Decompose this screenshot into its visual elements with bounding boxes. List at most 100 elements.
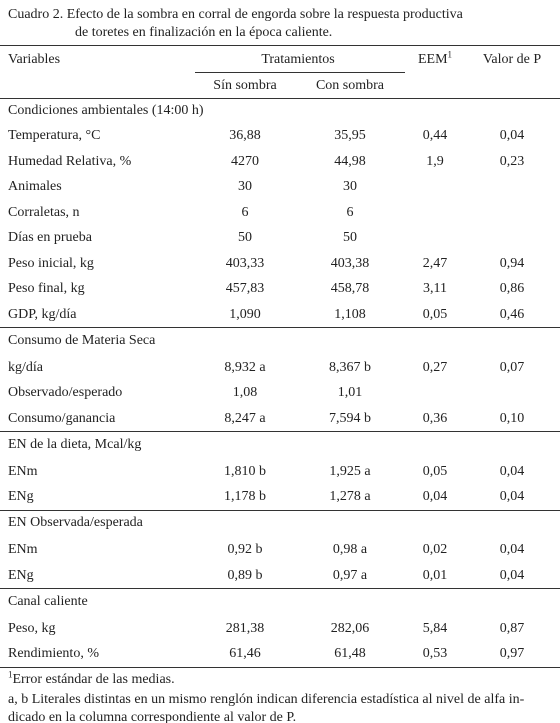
cell: 0,27 (422, 359, 448, 375)
footnote-text: Error estándar de las medias. (12, 671, 175, 687)
cell: 0,05 (422, 463, 448, 479)
cell: 1,810 b (224, 463, 266, 479)
cell: 2,47 (422, 255, 448, 271)
footnote: 1Error estándar de las medias. (8, 668, 175, 689)
rule (0, 98, 560, 99)
cell: 0,97 a (332, 567, 368, 583)
cell: 403,33 (225, 255, 265, 271)
cell: 1,08 (232, 385, 258, 400)
rule (0, 588, 560, 589)
header-with-shade: Con sombra (315, 78, 385, 93)
row-label: Peso, kg (8, 620, 56, 636)
footnote-marker: 1 (8, 668, 13, 679)
cell: 0,04 (499, 567, 525, 583)
cell: 1,090 (229, 306, 261, 322)
cell: 8,932 a (224, 359, 266, 375)
cell: 3,11 (423, 281, 447, 296)
cell: 0,02 (422, 542, 448, 557)
row-label: Temperatura, °C (8, 128, 101, 143)
cell: 50 (238, 230, 252, 245)
row-label: GDP, kg/día (8, 306, 77, 322)
cell: 282,06 (330, 620, 370, 636)
cell: 0,44 (422, 128, 448, 143)
section-title: Condiciones ambientales (14:00 h) (8, 103, 204, 118)
cell: 0,94 (499, 255, 525, 271)
section-title: Consumo de Materia Seca (8, 332, 156, 348)
row-label: Animales (8, 179, 62, 194)
row-label: Consumo/ganancia (8, 410, 116, 426)
header-eem-text: EEM (417, 52, 448, 67)
cell: 0,23 (499, 153, 525, 169)
cell: 0,05 (422, 306, 448, 322)
row-label: kg/día (8, 359, 43, 375)
cell: 281,38 (225, 620, 265, 636)
cell: 1,108 (334, 306, 366, 322)
cell: 457,83 (225, 281, 265, 296)
cell: 0,36 (422, 410, 448, 426)
cell: 0,04 (499, 128, 525, 143)
section-title: Canal caliente (8, 593, 88, 609)
cell: 403,38 (330, 255, 370, 271)
header-variables: Variables (8, 52, 61, 67)
row-label: Peso inicial, kg (8, 255, 94, 271)
row-label: Observado/esperado (8, 385, 123, 400)
cell: 30 (238, 179, 252, 194)
cell: 0,97 (499, 646, 525, 661)
section-title: EN Observada/esperada (8, 515, 143, 530)
row-label: Humedad Relativa, % (8, 153, 132, 169)
row-label: Días en prueba (8, 230, 92, 245)
cell: 6 (346, 204, 354, 220)
row-label: Peso final, kg (8, 281, 85, 296)
cell: 4270 (231, 153, 259, 169)
row-label: ENm (8, 463, 38, 479)
cell: 0,04 (422, 489, 448, 504)
header-treatments: Tratamientos (261, 52, 335, 67)
cell: 0,89 b (227, 567, 263, 583)
rule (0, 509, 560, 511)
cell: 6 (241, 204, 249, 220)
footnote: dicado en la columna correspondiente al … (8, 709, 297, 723)
cell: 0,46 (499, 306, 525, 322)
cell: 1,278 a (329, 489, 371, 504)
cell: 1,925 a (329, 463, 371, 479)
cell: 0,04 (499, 489, 525, 504)
rule (0, 666, 560, 668)
cell: 50 (343, 230, 357, 245)
cell: 36,88 (229, 128, 261, 143)
row-label: Corraletas, n (8, 204, 80, 220)
cell: 0,01 (422, 567, 448, 583)
cell: 0,04 (499, 542, 525, 557)
footnote-ref: 1 (447, 49, 453, 60)
header-without-shade: Sín sombra (213, 78, 277, 93)
header-p: Valor de P (482, 52, 542, 67)
cell: 0,04 (499, 463, 525, 479)
header-eem: EEM1 (417, 49, 453, 69)
cell: 8,367 b (329, 359, 371, 375)
row-label: ENg (8, 567, 34, 583)
cell: 0,07 (499, 359, 525, 375)
cell: 44,98 (334, 153, 366, 169)
caption-line: de toretes en finalización en la época c… (75, 25, 333, 40)
section-title: EN de la dieta, Mcal/kg (8, 436, 142, 452)
row-label: Rendimiento, % (8, 646, 99, 661)
caption-line: Cuadro 2. Efecto de la sombra en corral … (8, 7, 463, 22)
cell: 61,48 (334, 646, 366, 661)
row-label: ENg (8, 489, 34, 504)
footnote: a, b Literales distintas en un mismo ren… (8, 691, 525, 707)
cell: 61,46 (229, 646, 261, 661)
cell: 35,95 (334, 128, 366, 143)
cell: 458,78 (330, 281, 370, 296)
cell: 0,10 (499, 410, 525, 426)
cell: 8,247 a (224, 410, 266, 426)
rule (0, 327, 560, 328)
row-label: ENm (8, 542, 38, 557)
rule (195, 72, 405, 73)
rule (0, 45, 560, 46)
cell: 0,53 (422, 646, 448, 661)
cell: 1,01 (337, 385, 363, 400)
cell: 30 (343, 179, 357, 194)
rule (0, 431, 560, 432)
cell: 0,98 a (332, 542, 368, 557)
cell: 0,92 b (227, 542, 263, 557)
